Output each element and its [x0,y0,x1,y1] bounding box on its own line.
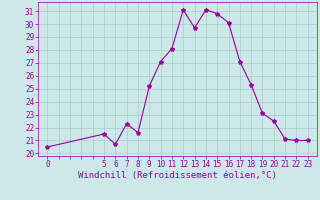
X-axis label: Windchill (Refroidissement éolien,°C): Windchill (Refroidissement éolien,°C) [78,171,277,180]
